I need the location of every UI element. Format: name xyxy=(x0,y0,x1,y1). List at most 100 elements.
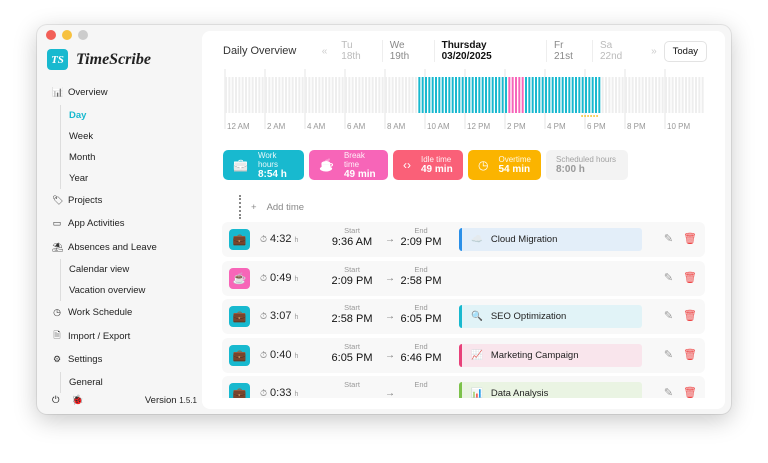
prev-days-icon[interactable]: « xyxy=(321,45,328,57)
entry-end[interactable]: End 2:58 PM xyxy=(400,264,442,287)
header: Daily Overview « Tu 18th We 19th Thursda… xyxy=(223,40,707,62)
close-button[interactable] xyxy=(46,30,56,40)
today-button[interactable]: Today xyxy=(663,40,707,62)
idle-bar xyxy=(638,77,641,113)
idle-bar xyxy=(245,77,247,113)
sidebar-subitem-calendar-view[interactable]: Calendar view xyxy=(69,264,130,275)
hour-label: 2 AM xyxy=(267,122,286,131)
coffee-icon: ☕ xyxy=(319,158,334,172)
sidebar-subitem-day[interactable]: Day xyxy=(69,109,87,121)
day-next2[interactable]: Sa 22nd xyxy=(591,40,644,62)
next-days-icon[interactable]: » xyxy=(651,45,657,57)
add-time-button[interactable]: + Add time xyxy=(239,195,304,219)
sidebar-item-settings[interactable]: ⚙ Settings xyxy=(52,354,103,366)
entry-start[interactable]: Start 6:05 PM xyxy=(331,341,373,364)
idle-bar xyxy=(621,77,624,113)
work-bar xyxy=(455,77,457,113)
sidebar-subitem-vacation-overview[interactable]: Vacation overview xyxy=(69,285,146,296)
sidebar-subitem-month[interactable]: Month xyxy=(69,151,96,163)
sidebar-subitem-week[interactable]: Week xyxy=(69,130,94,142)
idle-bar xyxy=(228,77,231,113)
entry-project[interactable]: 📊 Data Analysis xyxy=(459,382,642,398)
work-bar xyxy=(558,77,561,113)
zoom-button[interactable] xyxy=(78,30,88,40)
sidebar-item-absences-and-leave[interactable]: ⛱ Absences and Leave xyxy=(52,241,157,253)
entry-project[interactable]: ☁️ Cloud Migration xyxy=(459,228,642,251)
idle-bar xyxy=(278,77,281,113)
idle-bar xyxy=(405,77,407,113)
clock-up-icon: ◷ xyxy=(478,158,489,172)
idle-bar xyxy=(308,77,311,113)
hour-label: 10 AM xyxy=(427,122,450,131)
time-entry-row[interactable]: 💼 ⏱ 3:07 h Start 2:58 PM → End 6:05 PM 🔍 SEO … xyxy=(222,299,705,334)
entry-start[interactable]: Start 2:58 PM xyxy=(331,303,373,325)
idle-bar xyxy=(261,77,264,113)
minimize-button[interactable] xyxy=(62,30,72,40)
entry-project[interactable]: 🔍 SEO Optimization xyxy=(459,305,642,328)
bug-icon[interactable]: 🐞 xyxy=(71,395,84,406)
idle-bar xyxy=(241,77,244,113)
work-bar xyxy=(445,77,447,113)
power-icon[interactable]: ⏻ xyxy=(52,395,60,406)
time-entry-row[interactable]: 💼 ⏱ 4:32 h Start 9:36 AM → End 2:09 PM ☁️ Clo… xyxy=(222,222,705,257)
entry-start[interactable]: Start 2:09 PM xyxy=(331,264,373,287)
edit-icon[interactable]: ✎ xyxy=(663,271,674,284)
entry-end[interactable]: End 6:46 PM xyxy=(400,341,442,364)
break-bar xyxy=(515,77,517,113)
trash-icon[interactable]: 🗑 xyxy=(683,233,697,245)
trash-icon[interactable]: 🗑 xyxy=(683,271,697,284)
work-bar xyxy=(585,77,587,113)
work-bar xyxy=(471,77,474,113)
idle-bar xyxy=(275,77,277,113)
summary-chips: 💼 Work hours 8:54 h ☕ Break time 49 min ‹› Idle… xyxy=(223,150,628,180)
work-bar xyxy=(491,77,494,113)
work-bar xyxy=(441,77,444,113)
idle-bar xyxy=(325,77,327,113)
idle-bar xyxy=(668,77,671,113)
work-bar xyxy=(501,77,504,113)
idle-bar xyxy=(671,77,674,113)
entry-start[interactable]: Start 9:36 AM xyxy=(331,226,373,248)
break-bar xyxy=(518,77,521,113)
plus-icon: + xyxy=(251,201,257,213)
work-bar xyxy=(565,77,567,113)
trash-icon[interactable]: 🗑 xyxy=(683,387,697,398)
idle-bar xyxy=(281,77,284,113)
idle-bar xyxy=(688,77,691,113)
sidebar-subitem-general[interactable]: General xyxy=(69,376,103,388)
day-nav: « Tu 18th We 19th Thursday 03/20/2025 Fr… xyxy=(315,40,664,62)
entry-project[interactable]: 📈 Marketing Campaign xyxy=(459,343,642,367)
entry-start[interactable]: Start xyxy=(344,380,360,389)
work-bar xyxy=(435,77,437,113)
work-bar xyxy=(538,77,541,113)
entry-end[interactable]: End xyxy=(414,380,428,389)
day-prev[interactable]: We 19th xyxy=(381,40,434,62)
sidebar-subitem-year[interactable]: Year xyxy=(69,172,89,184)
time-entry-row[interactable]: 💼 ⏱ 0:40 h Start 6:05 PM → End 6:46 PM 📈 Mark… xyxy=(222,337,705,373)
sidebar-item-projects[interactable]: 🏷 Projects xyxy=(52,194,103,206)
sidebar-subitems: Calendar view Vacation overview xyxy=(60,259,202,301)
idle-bar xyxy=(311,77,314,113)
work-bar xyxy=(498,77,501,113)
entry-end[interactable]: End 2:09 PM xyxy=(400,226,442,248)
time-entry-row[interactable]: 💼 ⏱ 0:33 h Start → End 📊 Data Analysis ✎ 🗑 xyxy=(222,376,705,398)
idle-bar xyxy=(378,77,381,113)
idle-bar xyxy=(391,77,394,113)
edit-icon[interactable]: ✎ xyxy=(663,387,674,398)
window-controls xyxy=(46,30,88,40)
sidebar-item-import-export[interactable]: 🗎 Import / Export xyxy=(52,325,202,349)
sidebar-item-overview[interactable]: 📊 Overview xyxy=(52,87,108,99)
edit-icon[interactable]: ✎ xyxy=(663,310,674,322)
entry-end[interactable]: End 6:05 PM xyxy=(400,303,442,325)
edit-icon[interactable]: ✎ xyxy=(663,233,674,245)
day-current[interactable]: Thursday 03/20/2025 xyxy=(433,40,546,62)
day-prev2[interactable]: Tu 18th xyxy=(341,40,361,62)
trash-icon[interactable]: 🗑 xyxy=(683,348,697,361)
sidebar-item-app-activities[interactable]: ▭ App Activities xyxy=(52,218,125,230)
day-next[interactable]: Fr 21st xyxy=(546,40,592,62)
idle-bar xyxy=(265,77,267,113)
time-entry-row[interactable]: ☕ ⏱ 0:49 h Start 2:09 PM → End 2:58 PM ✎ 🗑 xyxy=(222,260,705,296)
trash-icon[interactable]: 🗑 xyxy=(683,310,697,322)
sidebar-item-work-schedule[interactable]: ◷ Work Schedule xyxy=(53,307,133,319)
edit-icon[interactable]: ✎ xyxy=(663,348,674,361)
